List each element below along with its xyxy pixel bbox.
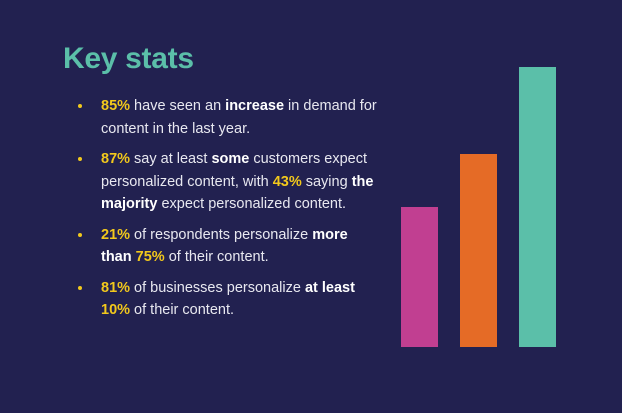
stat-percent: 87% (101, 151, 131, 167)
stat-percent: 21% (101, 226, 131, 243)
stat-text: of their content. (164, 249, 269, 265)
stat-text: say at least (130, 151, 212, 167)
stat-emphasis: the majority (101, 173, 374, 213)
decor-bar-orange (460, 154, 497, 347)
stat-item: 87% say at least some customers expect p… (78, 148, 378, 216)
stat-item: 81% of businesses personalize at least 1… (78, 277, 378, 322)
bullet-icon (78, 232, 82, 237)
stat-text: customers expect personalized content, w… (101, 151, 367, 190)
stat-text: in demand for content in the last year. (101, 98, 377, 137)
stat-percent: 85% (101, 98, 131, 114)
stat-text: have seen an (130, 98, 226, 114)
stat-percent: 10% (101, 302, 131, 318)
stat-emphasis: more than (101, 226, 348, 266)
stat-percent: 75% (135, 249, 165, 265)
stat-text: of businesses personalize (130, 279, 305, 296)
stat-emphasis: at least (304, 279, 355, 296)
stat-text: of their content. (130, 302, 235, 318)
stat-emphasis: increase (225, 98, 285, 114)
bullet-icon (78, 104, 82, 108)
bullet-icon (78, 285, 82, 290)
stat-text: saying (301, 173, 352, 190)
stat-text: of respondents personalize (130, 226, 313, 243)
decor-bar-pink (401, 207, 438, 347)
stats-list: 85% have seen an increase in demand for … (78, 95, 378, 330)
stat-emphasis: some (211, 151, 250, 167)
stat-item: 21% of respondents personalize more than… (78, 224, 378, 269)
stat-percent: 81% (101, 279, 131, 296)
decor-bar-teal (519, 67, 556, 347)
stat-text: expect personalized content. (157, 196, 347, 212)
stat-item: 85% have seen an increase in demand for … (78, 95, 378, 140)
page-title: Key stats (63, 42, 194, 75)
stat-percent: 43% (272, 173, 302, 190)
bullet-icon (78, 157, 82, 161)
